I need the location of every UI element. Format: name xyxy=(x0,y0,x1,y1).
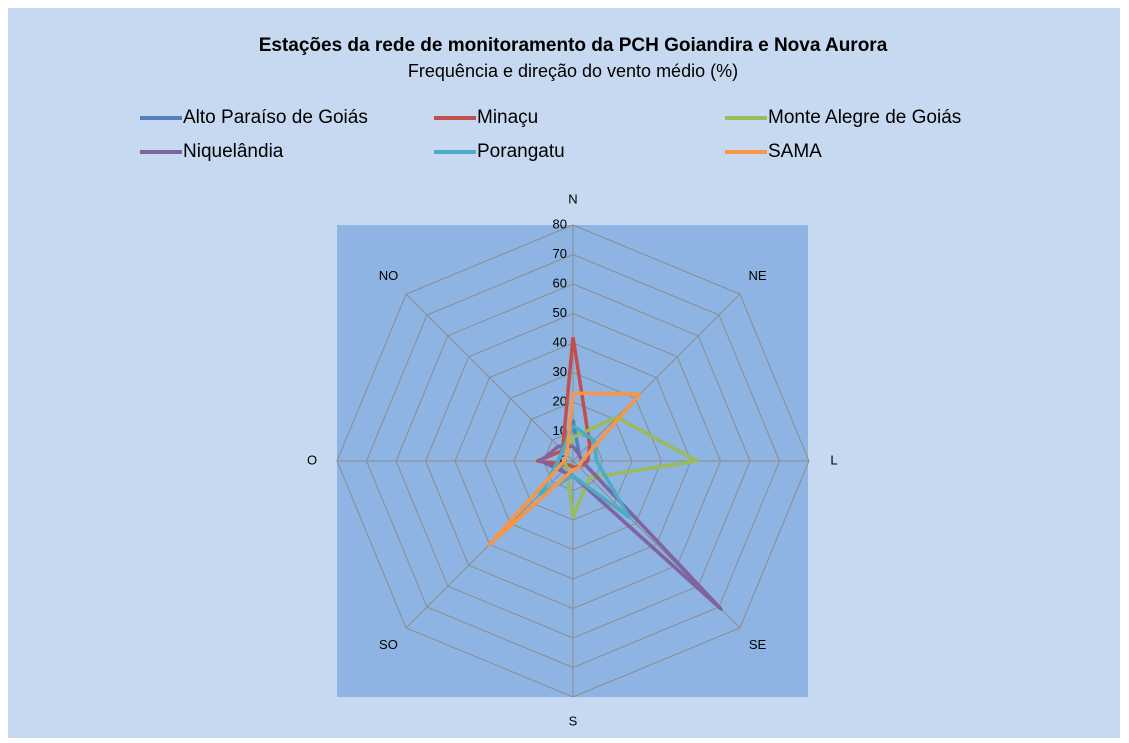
r-tick-label: 40 xyxy=(553,334,567,349)
legend-label: Niquelândia xyxy=(183,141,284,162)
legend-label: Porangatu xyxy=(477,141,565,162)
category-label: SE xyxy=(749,637,767,652)
legend-label: Minaçu xyxy=(477,107,538,128)
legend-label: SAMA xyxy=(768,141,822,162)
r-tick-label: 20 xyxy=(553,393,567,408)
legend-label: Monte Alegre de Goiás xyxy=(768,107,961,128)
category-label: O xyxy=(307,452,317,467)
category-label: NO xyxy=(379,268,399,283)
r-tick-label: 80 xyxy=(553,216,567,231)
spoke xyxy=(405,293,574,462)
r-tick-label: 30 xyxy=(553,364,567,379)
category-label: L xyxy=(830,452,837,467)
category-label: SO xyxy=(379,637,398,652)
category-label: N xyxy=(568,191,577,206)
series-line xyxy=(487,391,642,547)
legend-label: Alto Paraíso de Goiás xyxy=(183,107,368,128)
category-label: NE xyxy=(749,268,767,283)
chart-title: Estações da rede de monitoramento da PCH… xyxy=(259,35,888,56)
category-label: S xyxy=(569,713,578,728)
r-tick-label: 60 xyxy=(553,275,567,290)
series-line xyxy=(535,336,592,470)
chart-subtitle: Frequência e direção do vento médio (%) xyxy=(408,61,738,81)
r-tick-label: 50 xyxy=(553,305,567,320)
r-tick-label: 70 xyxy=(553,246,567,261)
spoke xyxy=(572,293,741,462)
